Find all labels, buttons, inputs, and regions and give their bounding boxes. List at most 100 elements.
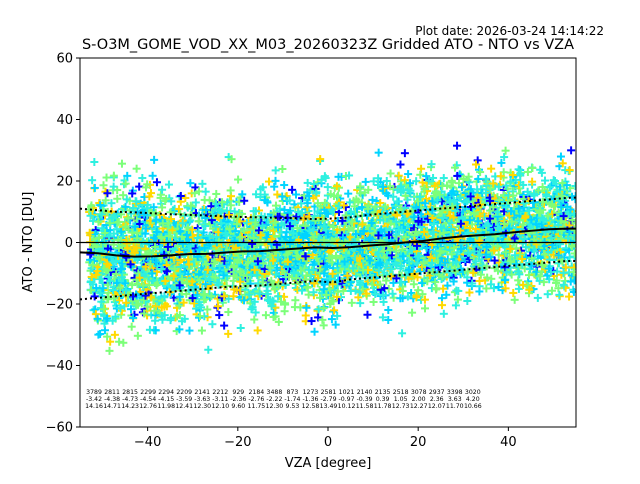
scatter-point [127,209,136,218]
bin-mean-label: 2.36 [430,396,444,403]
scatter-point [87,286,96,295]
x-tick-label: 40 [500,435,517,450]
scatter-point [88,260,97,269]
scatter-point [131,222,140,231]
bin-std-label: 10.66 [464,403,482,410]
scatter-point [122,253,131,262]
scatter-point [117,227,126,236]
bin-mean-label: 3.63 [448,396,462,403]
y-tick-label: 60 [56,52,73,67]
bin-std-label: 12.07 [428,403,446,410]
scatter-point [99,284,108,293]
x-tick-label: −40 [134,435,161,450]
scatter-point [103,314,112,323]
bin-mean-label: 1.05 [394,396,408,403]
scatter-point [94,217,103,226]
scatter-point [109,294,118,303]
scatter-point [122,298,131,307]
x-tick-label: 0 [324,435,332,450]
bin-mean-label: -3.63 [194,396,210,403]
scatter-point [113,194,122,203]
bin-count-label: 1021 [339,389,355,396]
scatter-point [112,269,121,278]
scatter-point [127,322,136,331]
scatter-point [103,189,112,198]
scatter-point [109,229,118,238]
scatter-point [105,219,114,228]
scatter-point [95,233,104,242]
scatter-point [112,279,121,288]
scatter-point [122,195,131,204]
bin-count-label: 3488 [267,389,283,396]
scatter-point [130,248,139,257]
scatter-point [92,283,101,292]
scatter-point [106,337,115,346]
bin-std-label: 11.75 [248,403,266,410]
bin-mean-label: -4.73 [122,396,138,403]
scatter-point [135,219,144,228]
scatter-point [100,319,109,328]
bin-count-label: 873 [287,389,299,396]
scatter-point [101,196,110,205]
bin-mean-label: -3.59 [176,396,192,403]
bin-std-label: 9.60 [231,403,245,410]
scatter-point [92,270,101,279]
scatter-point [109,257,118,266]
scatter-point [113,218,122,227]
scatter-point [110,330,119,339]
scatter-point [86,211,95,220]
scatter-point [121,202,130,211]
scatter-point [116,283,125,292]
scatter-point [93,267,102,276]
scatter-point [96,201,105,210]
scatter-point [109,285,118,294]
scatter-point [123,171,132,180]
scatter-point [103,332,112,341]
bin-std-label: 12.41 [175,403,193,410]
scatter-point [88,176,97,185]
x-axis-label: VZA [degree] [285,456,372,471]
scatter-point [121,286,130,295]
scatter-point [132,300,141,309]
scatter-point [88,243,97,252]
scatter-point [115,337,124,346]
bin-count-label: 2141 [194,389,210,396]
scatter-point [128,189,137,198]
scatter-point [109,171,118,180]
bin-count-label: 3078 [411,389,427,396]
bin-mean-label: -2.76 [248,396,264,403]
bin-std-label: 12.76 [139,403,157,410]
scatter-point [129,242,138,251]
scatter-points [85,141,576,355]
scatter-point [119,191,128,200]
scatter-point [132,197,141,206]
bin-std-label: 12.58 [302,403,320,410]
bin-std-label: 9.53 [286,403,300,410]
scatter-point [116,303,125,312]
bin-count-label: 3398 [447,389,463,396]
scatter-point [99,181,108,190]
bin-count-label: 929 [232,389,244,396]
scatter-point [135,182,144,191]
bin-mean-label: -4.54 [140,396,156,403]
bin-count-label: 2299 [140,389,156,396]
scatter-point [90,183,99,192]
bin-std-label: 12.27 [410,403,428,410]
bin-count-label: 3789 [86,389,102,396]
bin-count-label: 2294 [158,389,174,396]
scatter-point [119,338,128,347]
scatter-point [128,228,137,237]
bin-std-label: 11.78 [374,403,392,410]
bin-count-label: 2815 [122,389,138,396]
scatter-point [126,305,135,314]
scatter-point [91,310,100,319]
scatter-point [102,173,111,182]
bin-count-label: 3020 [465,389,481,396]
bin-std-label: 12.30 [193,403,211,410]
bin-std-label: 11.70 [446,403,464,410]
bin-std-label: 12.10 [211,403,229,410]
bin-std-label: 11.58 [356,403,374,410]
bin-count-label: 2212 [212,389,228,396]
